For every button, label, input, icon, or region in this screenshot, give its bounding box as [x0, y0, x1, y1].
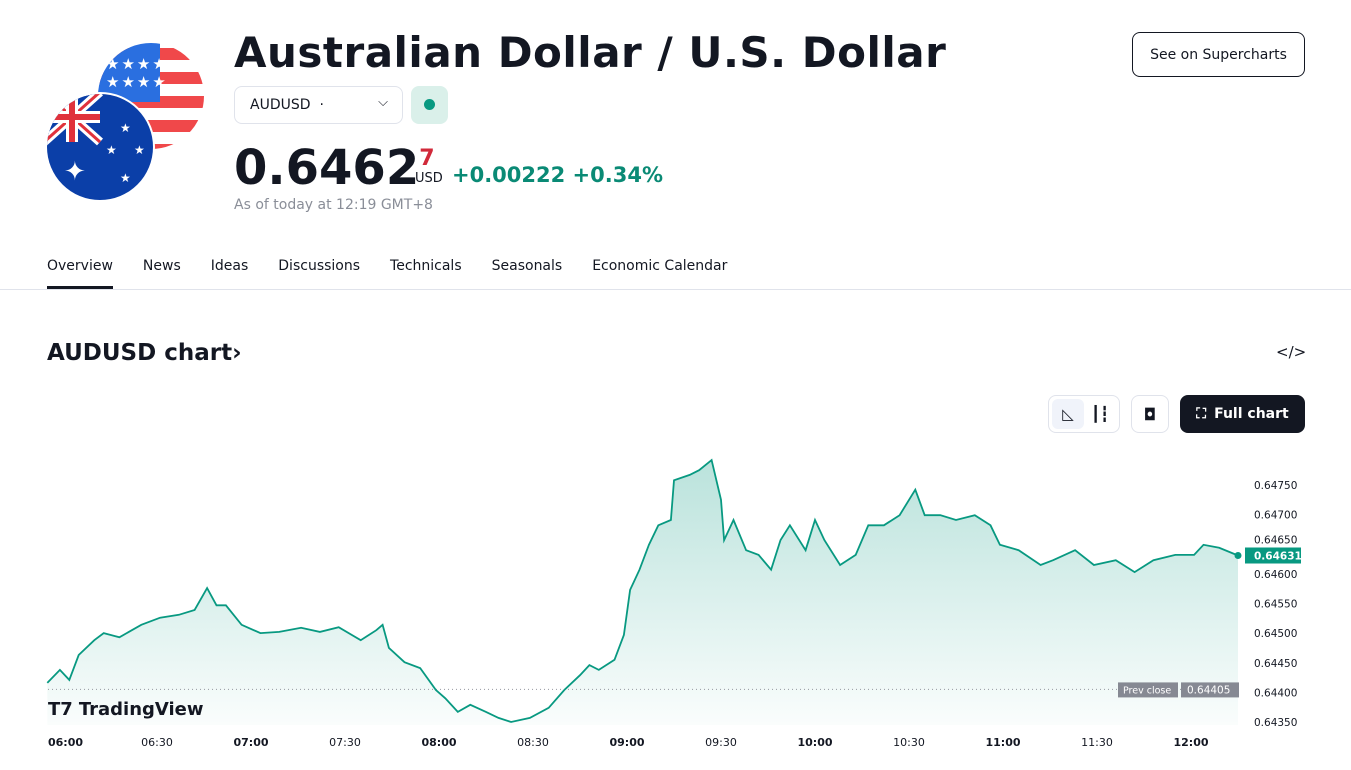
price-change: +0.00222 +0.34% [452, 163, 664, 187]
area-fill [47, 460, 1238, 725]
tab-seasonals[interactable]: Seasonals [491, 258, 563, 274]
x-tick-label: 08:30 [517, 736, 549, 749]
chevron-right-icon: › [232, 340, 242, 366]
x-tick-label: 08:00 [421, 736, 456, 749]
price-main: 0.6462 [234, 140, 420, 196]
currency-label: USD [415, 171, 443, 186]
symbol-selector[interactable]: AUDUSD · ⌵ [234, 86, 403, 124]
svg-text:★: ★ [134, 143, 145, 157]
camera-icon[interactable]: ◘ [1131, 395, 1169, 433]
full-chart-label: Full chart [1214, 406, 1289, 422]
y-tick-label: 0.64700 [1254, 510, 1297, 522]
price: 0.64627 [234, 140, 435, 196]
x-tick-label: 07:30 [329, 736, 361, 749]
y-tick-label: 0.64750 [1254, 480, 1297, 492]
divider [0, 289, 1351, 290]
chart-style-toggle: ◺ ┃┇ [1048, 395, 1120, 433]
x-tick-label: 10:00 [797, 736, 832, 749]
x-tick-label: 11:00 [985, 736, 1020, 749]
prev-close-tag [1118, 682, 1178, 698]
prev-close-value: 0.64405 [1187, 684, 1230, 696]
y-tick-label: 0.64550 [1254, 599, 1297, 611]
svg-text:★: ★ [106, 143, 117, 157]
x-tick-label: 09:30 [705, 736, 737, 749]
y-tick-label: 0.64400 [1254, 687, 1297, 699]
chart-title-link[interactable]: AUDUSD chart› [47, 340, 242, 366]
tab-technicals[interactable]: Technicals [390, 258, 462, 274]
chevron-down-icon: ⌵ [378, 95, 388, 110]
last-price-badge [1245, 547, 1301, 564]
page-title: Australian Dollar / U.S. Dollar [234, 28, 947, 77]
tradingview-logo-text: TradingView [78, 699, 204, 720]
x-tick-label: 07:00 [233, 736, 268, 749]
last-price-label: 0.64631 [1254, 551, 1302, 563]
area-chart-icon[interactable]: ◺ [1052, 399, 1084, 429]
svg-text:★★★★★★★★: ★★★★★★★★ [106, 55, 168, 91]
tradingview-logo-icon: 𝗧𝟳 [48, 699, 73, 720]
svg-text:★: ★ [120, 121, 131, 135]
prev-close-badge [1181, 682, 1239, 698]
tab-bar: Overview News Ideas Discussions Technica… [47, 258, 727, 289]
x-tick-label: 10:30 [893, 736, 925, 749]
y-tick-label: 0.64500 [1254, 628, 1297, 640]
tab-economic-calendar[interactable]: Economic Calendar [592, 258, 728, 274]
y-tick-label: 0.64350 [1254, 717, 1297, 729]
svg-text:✦: ✦ [64, 157, 86, 187]
chart-title: AUDUSD chart [47, 340, 233, 366]
currency-flags: ★★★★★★★★ ✦ ★★★★ [45, 43, 204, 202]
y-tick-label: 0.64450 [1254, 658, 1297, 670]
y-tick-label: 0.64650 [1254, 535, 1297, 547]
tab-ideas[interactable]: Ideas [210, 258, 249, 274]
x-tick-label: 09:00 [609, 736, 644, 749]
candles-chart-icon[interactable]: ┃┇ [1090, 405, 1110, 423]
last-price-dot [1234, 552, 1242, 560]
tab-discussions[interactable]: Discussions [278, 258, 361, 274]
x-tick-label: 11:30 [1081, 736, 1113, 749]
embed-code-icon[interactable]: </> [1276, 343, 1307, 361]
x-tick-label: 06:30 [141, 736, 173, 749]
price-last-digit: 7 [419, 146, 435, 171]
as-of-timestamp: As of today at 12:19 GMT+8 [234, 197, 433, 213]
symbol-label: AUDUSD [250, 97, 311, 113]
price-line [46, 458, 1239, 723]
see-on-supercharts-button[interactable]: See on Supercharts [1132, 32, 1305, 77]
y-tick-label: 0.64600 [1254, 569, 1297, 581]
x-tick-label: 06:00 [48, 736, 83, 749]
prev-close-label: Prev close [1123, 685, 1171, 696]
australia-flag-icon: ✦ ★★★★ [45, 92, 155, 202]
tab-overview[interactable]: Overview [47, 258, 113, 289]
fullscreen-icon: ⛶ [1196, 406, 1207, 422]
market-status-badge[interactable] [411, 86, 448, 124]
svg-text:★: ★ [120, 171, 131, 185]
tradingview-logo[interactable]: 𝗧𝟳 TradingView [48, 699, 204, 720]
full-chart-button[interactable]: ⛶ Full chart [1180, 395, 1305, 433]
tab-news[interactable]: News [142, 258, 181, 274]
x-tick-label: 12:00 [1173, 736, 1208, 749]
status-dot-icon [424, 99, 435, 110]
symbol-dot: · [319, 97, 324, 113]
